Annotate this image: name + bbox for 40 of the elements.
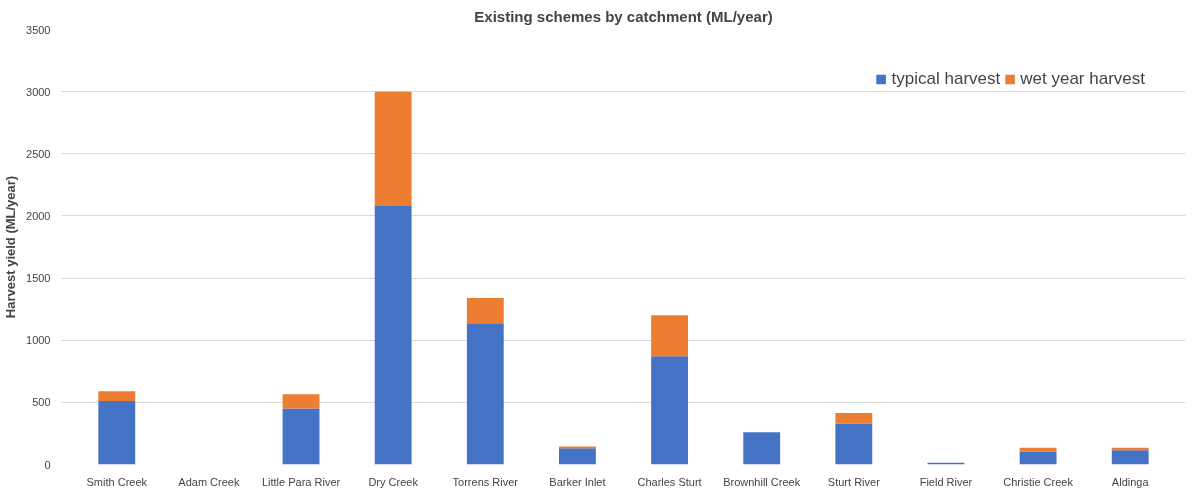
y-tick-label: 1000 xyxy=(26,334,51,347)
y-tick-label: 500 xyxy=(32,396,51,409)
y-tick-label: 3000 xyxy=(26,85,51,98)
bar xyxy=(1111,450,1149,465)
x-tick-label: Dry Creek xyxy=(368,475,419,488)
x-tick-label: Field River xyxy=(919,475,973,488)
bar xyxy=(559,448,596,465)
x-tick-label: Smith Creek xyxy=(86,475,148,488)
y-tick-label: 1500 xyxy=(26,272,51,285)
bar xyxy=(466,324,504,465)
chart-title: Existing schemes by catchment (ML/year) xyxy=(474,7,773,25)
bar xyxy=(98,391,136,402)
y-tick-label: 2000 xyxy=(26,209,51,222)
bar xyxy=(282,408,320,465)
y-tick-label: 3500 xyxy=(26,23,51,36)
x-tick-label: Charles Sturt xyxy=(637,475,702,488)
bar xyxy=(98,401,136,465)
y-axis-title: Harvest yield (ML/year) xyxy=(3,175,19,319)
bar xyxy=(1019,451,1057,465)
bar xyxy=(282,394,320,409)
x-tick-label: Adam Creek xyxy=(178,475,240,488)
x-tick-label: Little Para River xyxy=(261,475,341,488)
y-tick-label: 2500 xyxy=(26,147,51,160)
bar xyxy=(651,356,688,465)
bar xyxy=(374,205,412,465)
legend-label: typical harvest xyxy=(891,69,1001,89)
bar xyxy=(835,423,873,465)
bar xyxy=(374,91,412,206)
bar xyxy=(466,297,504,325)
x-tick-label: Torrens River xyxy=(452,475,519,488)
x-tick-label: Barker Inlet xyxy=(549,475,606,488)
legend-label: wet year harvest xyxy=(1020,69,1145,89)
x-tick-label: Christie Creek xyxy=(1003,475,1074,488)
bar xyxy=(835,412,873,424)
y-tick-label: 0 xyxy=(44,458,51,471)
bar xyxy=(651,315,688,357)
x-tick-label: Sturt River xyxy=(827,475,881,488)
x-tick-label: Aldinga xyxy=(1111,475,1150,488)
x-tick-label: Brownhill Creek xyxy=(723,475,801,488)
bar xyxy=(743,432,781,465)
